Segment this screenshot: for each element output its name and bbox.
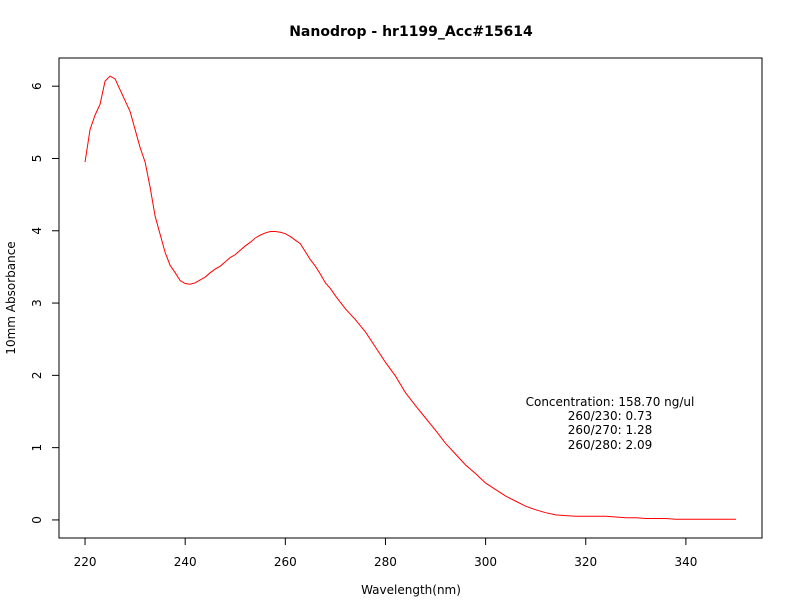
y-tick-label: 5 <box>30 155 44 163</box>
annotation-ratio-260-280: 260/280: 2.09 <box>568 438 652 452</box>
x-tick-label: 340 <box>674 555 697 569</box>
x-tick-label: 260 <box>274 555 297 569</box>
annotation-ratio-260-270: 260/270: 1.28 <box>568 423 652 437</box>
annotation-concentration: Concentration: 158.70 ng/ul <box>526 395 695 409</box>
chart-title: Nanodrop - hr1199_Acc#15614 <box>289 24 533 40</box>
x-tick-label: 320 <box>574 555 597 569</box>
y-axis-label: 10mm Absorbance <box>4 241 18 354</box>
y-tick-label: 2 <box>30 372 44 380</box>
y-axis-ticks: 0 1 2 3 4 5 6 <box>30 82 59 524</box>
x-axis-ticks: 220 240 260 280 300 320 340 <box>74 538 697 569</box>
y-tick-label: 4 <box>30 227 44 235</box>
x-tick-label: 300 <box>474 555 497 569</box>
absorbance-series-line <box>84 75 736 520</box>
annotation-block: Concentration: 158.70 ng/ul 260/230: 0.7… <box>526 395 695 452</box>
x-tick-label: 240 <box>174 555 197 569</box>
x-tick-label: 280 <box>374 555 397 569</box>
plot-frame <box>58 57 763 539</box>
x-axis-label: Wavelength(nm) <box>361 583 461 597</box>
annotation-ratio-260-230: 260/230: 0.73 <box>568 409 652 423</box>
y-tick-label: 0 <box>30 516 44 524</box>
y-tick-label: 3 <box>30 299 44 307</box>
y-tick-label: 6 <box>30 82 44 90</box>
y-tick-label: 1 <box>30 444 44 452</box>
x-tick-label: 220 <box>74 555 97 569</box>
